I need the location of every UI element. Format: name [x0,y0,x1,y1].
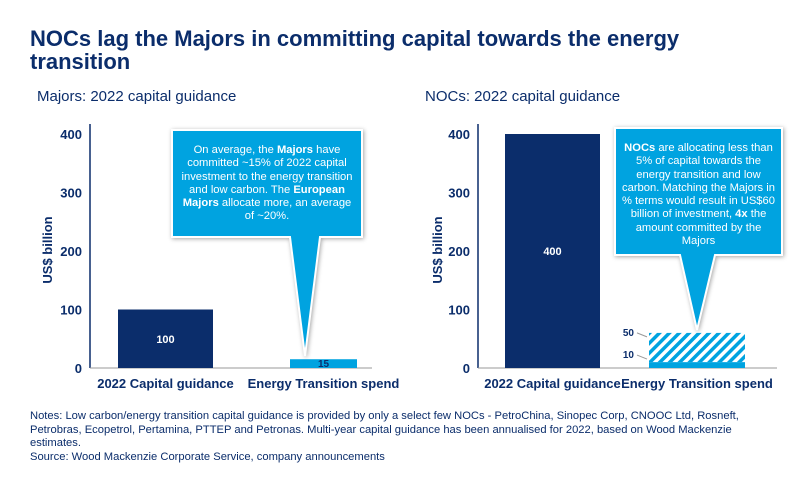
annotation-label: 50 [623,328,635,339]
annotation-leader [636,354,648,360]
data-label: 100 [156,334,174,346]
callout: NOCs are allocating less than 5% of capi… [622,142,775,248]
y-axis-label: US$ billion [40,216,55,283]
x-tick-label: 2022 Capital guidance [484,376,621,391]
y-tick-label: 400 [60,127,82,142]
bar [505,134,600,368]
data-label: 400 [543,246,561,258]
nocs-chart-title: NOCs: 2022 capital guidance [425,88,621,105]
y-axis-label: US$ billion [430,216,445,283]
y-tick-label: 0 [75,361,82,376]
callout-box [614,127,783,331]
x-tick-label: Energy Transition spend [621,376,773,391]
y-tick-label: 100 [448,303,470,318]
x-tick-label: Energy Transition spend [248,376,400,391]
y-tick-label: 0 [463,361,470,376]
y-tick-label: 200 [448,244,470,259]
annotation-leader [636,332,648,338]
data-label: 15 [318,359,330,370]
callout-text: NOCs are allocating less than 5% of capi… [622,142,775,248]
source-text: Source: Wood Mackenzie Corporate Service… [30,450,385,463]
y-tick-label: 300 [60,186,82,201]
callout-text: On average, the Majors have committed ~1… [181,144,353,223]
y-tick-label: 200 [60,244,82,259]
bar [649,362,745,368]
y-tick-label: 400 [448,127,470,142]
hatched-bar-extra [649,332,745,363]
y-tick-label: 100 [60,303,82,318]
majors-chart-title: Majors: 2022 capital guidance [37,88,237,105]
callout-box [171,129,363,357]
bar [290,359,357,368]
y-tick-label: 300 [448,186,470,201]
bar [118,309,213,368]
notes-text: Notes: Low carbon/energy transition capi… [30,410,739,449]
notes: Notes: Low carbon/energy transition capi… [30,410,770,464]
page-title: NOCs lag the Majors in committing capita… [30,26,680,74]
annotation-label: 10 [623,350,635,361]
callout: On average, the Majors have committed ~1… [181,144,353,223]
x-tick-label: 2022 Capital guidance [97,376,234,391]
